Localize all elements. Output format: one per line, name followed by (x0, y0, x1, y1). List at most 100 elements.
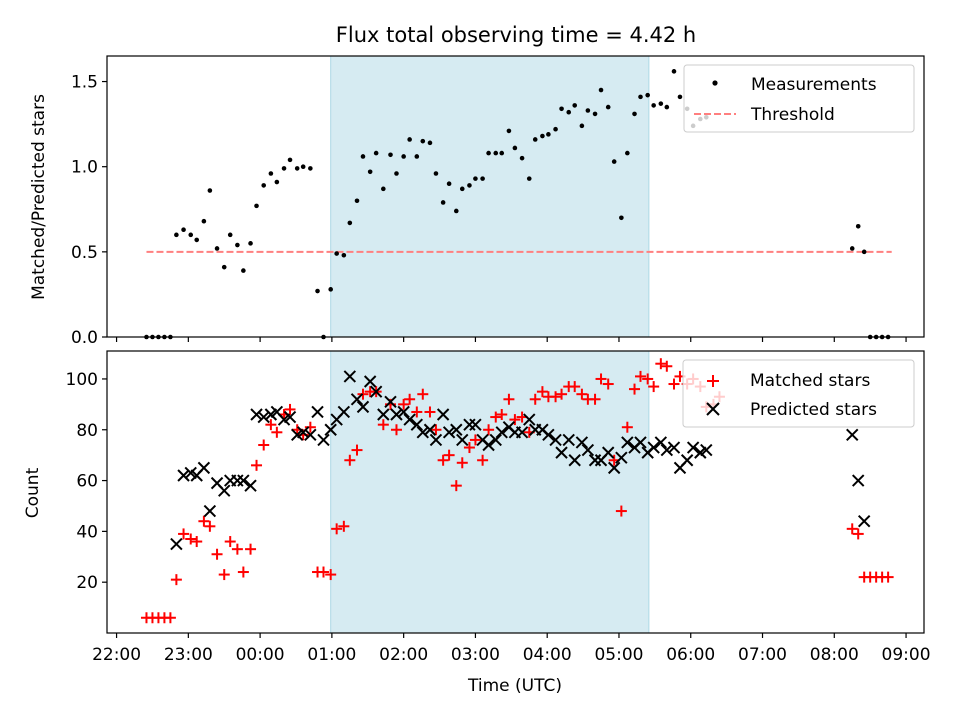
predicted-star-point (423, 423, 437, 436)
bottom-panel: 20 40 60 80 100 22:00 23:00 00:00 01:00 02:00 03:… (23, 350, 931, 696)
measurement-point (281, 166, 287, 171)
legend-predicted-label: Predicted stars (750, 400, 877, 420)
measurement-point (201, 218, 207, 224)
bottom-legend: Matched stars Predicted stars (682, 359, 915, 428)
predicted-star-point (680, 454, 694, 467)
measurement-point (473, 176, 478, 181)
x-tick-label: 03:00 (451, 645, 500, 665)
matched-star-point (621, 421, 633, 433)
predicted-star-point (555, 446, 568, 459)
measurement-point (598, 87, 604, 93)
matched-star-point (411, 406, 423, 418)
matched-star-point (496, 409, 508, 421)
predicted-star-point (377, 408, 390, 421)
matched-star-point (325, 569, 337, 581)
bottom-plot-marks (140, 358, 894, 624)
top-axes-frame (106, 55, 925, 338)
predicted-star-point (450, 423, 463, 436)
matched-star-point (404, 393, 416, 405)
predicted-star-point (515, 426, 529, 439)
measurement-point (592, 111, 598, 117)
predicted-star-point (410, 418, 424, 431)
y-tick-label: 1.5 (71, 73, 98, 93)
predicted-star-point (852, 474, 865, 487)
top-legend: Measurements Threshold (683, 64, 915, 133)
matched-star-point (198, 515, 210, 527)
matched-star-point (344, 454, 356, 466)
measurement-point (540, 133, 545, 139)
matched-star-point (390, 424, 402, 436)
predicted-star-point (369, 385, 383, 398)
measurement-point (532, 137, 538, 142)
predicted-star-point (283, 410, 297, 424)
measurement-point (381, 186, 386, 192)
measurement-point (354, 198, 360, 204)
matched-star-point (463, 442, 475, 454)
measurement-point (566, 109, 572, 115)
measurement-point (174, 232, 179, 238)
measurement-point (559, 106, 564, 112)
measurement-point (221, 264, 227, 270)
y-tick-label: 40 (76, 522, 98, 542)
predicted-star-point (337, 405, 351, 419)
predicted-star-point (416, 426, 430, 439)
predicted-star-point (654, 436, 668, 449)
predicted-star-point (489, 433, 502, 447)
matched-star-point (550, 391, 562, 403)
predicted-star-point (244, 479, 257, 492)
measurement-point (546, 132, 551, 137)
x-tick-label: 22:00 (92, 645, 141, 665)
matched-star-point (245, 543, 257, 555)
predicted-star-point (581, 443, 595, 457)
predicted-star-point (324, 423, 337, 436)
predicted-star-point (667, 441, 681, 454)
predicted-star-point (218, 484, 231, 497)
predicted-star-point (390, 408, 403, 421)
top-legend-box (683, 64, 915, 133)
measurement-point (499, 150, 505, 156)
predicted-star-point (568, 454, 581, 467)
matched-star-point (668, 378, 680, 390)
matched-star-point (648, 381, 660, 393)
measurement-point (248, 241, 253, 246)
predicted-star-point (686, 441, 700, 454)
top-panel: 0.0 0.5 1.0 1.5 Matched/Predicted stars Mea… (29, 55, 925, 348)
measurement-point (553, 126, 558, 132)
x-tick-label: 08:00 (810, 645, 859, 665)
matched-star-point (338, 520, 350, 532)
matched-star-point (469, 434, 481, 446)
measurement-point (611, 159, 617, 164)
bottom-y-ticks: 20 40 60 80 100 (66, 370, 107, 593)
matched-star-point (304, 421, 316, 433)
predicted-star-point (403, 413, 416, 426)
legend-threshold-label: Threshold (750, 105, 835, 125)
measurement-point (638, 94, 643, 100)
legend-measurements-marker (712, 80, 718, 86)
measurement-point (274, 179, 280, 185)
predicted-star-point (549, 433, 562, 447)
measurement-point (526, 176, 532, 181)
measurement-point (420, 138, 426, 144)
measurement-point (519, 155, 525, 161)
bottom-legend-box (682, 359, 915, 428)
matched-star-point (224, 536, 236, 548)
predicted-star-point (495, 426, 508, 439)
measurement-point (367, 169, 373, 175)
measurement-point (360, 154, 366, 159)
y-tick-label: 1.0 (71, 158, 98, 178)
predicted-star-point (436, 408, 450, 421)
matched-star-point (602, 378, 614, 390)
legend-matched-marker (707, 375, 719, 387)
x-tick-label: 04:00 (523, 645, 572, 665)
matched-star-point (615, 505, 627, 517)
matched-star-point (490, 411, 502, 423)
measurement-point (446, 181, 452, 187)
measurement-point (347, 220, 353, 226)
bottom-x-ticks: 22:00 23:00 00:00 01:00 02:00 03:00 04:00 05:00… (92, 633, 931, 665)
matched-star-point (231, 543, 243, 555)
measurement-point (373, 150, 379, 156)
measurement-point (645, 92, 650, 98)
top-y-axis-label: Matched/Predicted stars (29, 94, 49, 300)
matched-star-point (556, 388, 568, 400)
matched-star-point (204, 520, 216, 532)
